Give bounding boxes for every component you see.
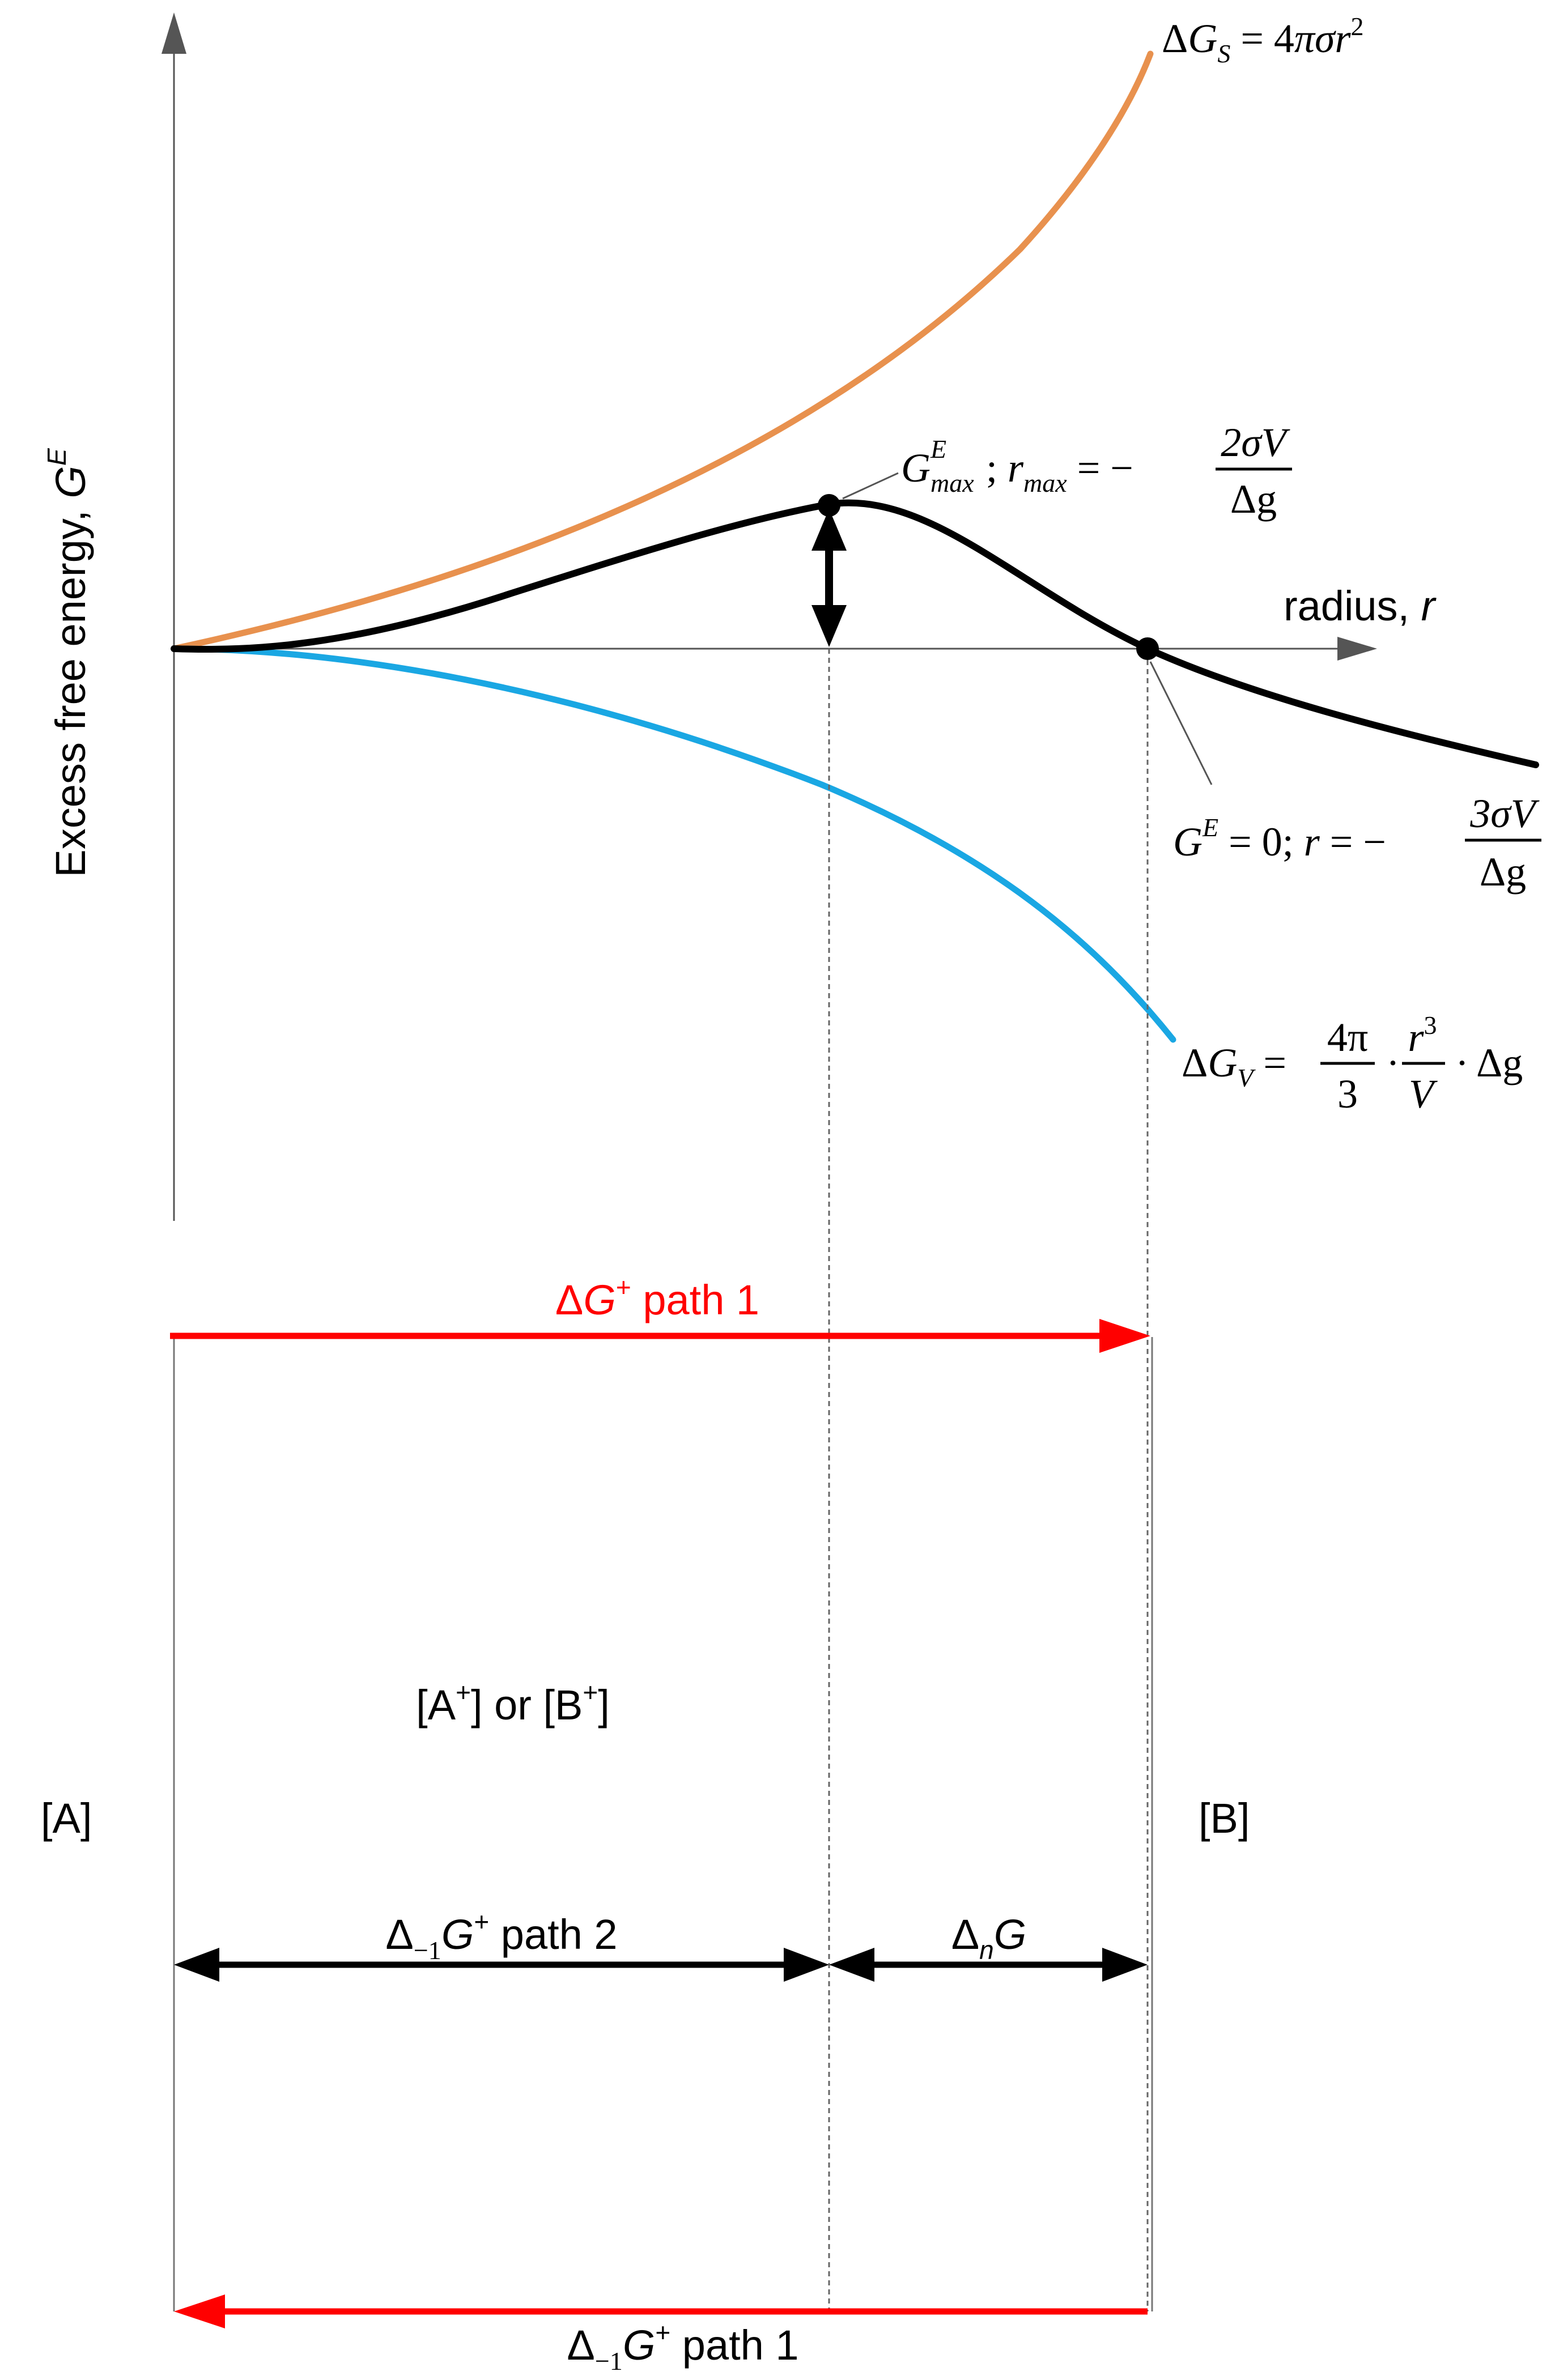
excess-energy-curve xyxy=(171,499,1539,768)
y-axis-label: Excess free energy, GE xyxy=(42,448,94,878)
svg-text:; rmax = −: ; rmax = − xyxy=(986,445,1133,497)
y-axis xyxy=(162,12,186,1221)
zero-point-den: Δg xyxy=(1480,849,1526,895)
surface-energy-curve xyxy=(171,50,1154,652)
dg-path1-arrow xyxy=(170,1319,1150,1353)
max-point-marker xyxy=(818,494,840,517)
state-b-label: [B] xyxy=(1199,1795,1250,1842)
volume-energy-curve xyxy=(171,645,1176,1043)
svg-text:GE = 0; r = −: GE = 0; r = − xyxy=(1173,813,1386,865)
volume-tail: Δg xyxy=(1476,1040,1523,1085)
volume-fraction2-num: r3 xyxy=(1408,1011,1437,1060)
volume-dot1: · xyxy=(1386,1040,1400,1085)
dng-arrow xyxy=(829,1948,1148,1982)
intermediate-state-label: [A+] or [B+] xyxy=(416,1678,610,1728)
x-axis-label: radius, r xyxy=(1284,582,1437,629)
dm1g-path2-arrow xyxy=(174,1948,829,1982)
svg-text:E: E xyxy=(930,435,946,463)
max-point-leader xyxy=(842,472,899,500)
zero-point-marker xyxy=(1136,637,1159,660)
zero-point-num: 3σV xyxy=(1469,791,1540,836)
volume-fraction1-num: 4π xyxy=(1327,1015,1368,1060)
y-axis-arrowhead xyxy=(162,12,186,54)
x-axis xyxy=(174,637,1377,661)
x-axis-arrowhead xyxy=(1337,637,1377,661)
barrier-height-arrow xyxy=(812,509,847,647)
volume-energy-label: ΔGV = 4π 3 · r3 V · Δg xyxy=(1182,1011,1523,1117)
surface-energy-label: ΔGS = 4πσr2 xyxy=(1162,12,1364,68)
dm1g-path1-arrow xyxy=(174,2294,1148,2328)
state-a-label: [A] xyxy=(41,1795,92,1842)
zero-point-leader xyxy=(1149,661,1213,785)
svg-text:ΔGV =: ΔGV = xyxy=(1182,1040,1286,1092)
volume-fraction1-den: 3 xyxy=(1337,1071,1358,1117)
max-point-num: 2σV xyxy=(1221,420,1290,465)
svg-text:max: max xyxy=(931,469,974,497)
dm1g-path2-label: Δ−1G+ path 2 xyxy=(385,1907,617,1965)
volume-dot2: · xyxy=(1455,1040,1469,1085)
dng-label: ΔnG xyxy=(951,1911,1027,1965)
svg-text:G: G xyxy=(901,445,931,491)
zero-point-label: GE = 0; r = − 3σV Δg xyxy=(1173,791,1541,895)
max-point-label: G E max ; rmax = − 2σV Δg xyxy=(901,420,1292,522)
max-point-den: Δg xyxy=(1230,476,1277,522)
dg-path1-label: ΔG+ path 1 xyxy=(555,1272,759,1323)
volume-fraction2-den: V xyxy=(1409,1071,1438,1117)
dm1g-path1-label: Δ−1G+ path 1 xyxy=(567,2318,798,2375)
